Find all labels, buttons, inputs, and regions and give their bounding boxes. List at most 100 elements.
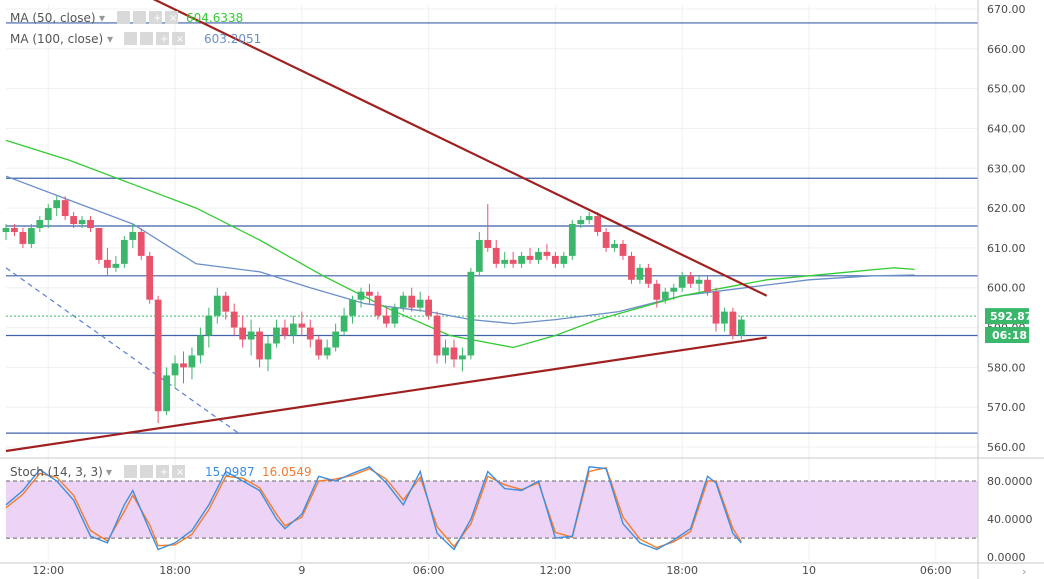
svg-text:›: › [1022, 565, 1026, 578]
candle-down [382, 315, 390, 324]
scroll-right-icon[interactable]: › [1022, 565, 1026, 578]
stoch-d-line [5, 466, 742, 549]
settings-icon[interactable] [124, 465, 137, 478]
candle-up [399, 295, 407, 308]
settings-icon[interactable] [124, 32, 137, 45]
candle-down [687, 275, 695, 284]
x-tick-label: 10 [802, 564, 816, 577]
x-tick-label: 06:00 [413, 564, 445, 577]
ma50-legend[interactable]: MA (50, close) ▾ + × 604.6338 [10, 11, 243, 25]
candle-up [323, 347, 331, 356]
candle-down [374, 295, 382, 316]
svg-text:+: + [160, 467, 168, 478]
candle-down [594, 216, 602, 232]
close-icon[interactable] [172, 465, 185, 478]
chevron-down-icon[interactable]: ▾ [107, 32, 113, 46]
svg-text:+: + [160, 34, 168, 45]
candle-up [289, 323, 297, 336]
candle-down [298, 323, 306, 328]
chevron-down-icon[interactable]: ▾ [106, 465, 112, 479]
y-tick-label: 630.00 [987, 162, 1026, 175]
candle-up [670, 287, 678, 292]
dashed-annotation-line [5, 267, 239, 434]
candle-down [154, 299, 162, 412]
svg-text:×: × [169, 13, 177, 24]
y-tick-label: 650.00 [987, 83, 1026, 96]
candle-down [239, 327, 247, 340]
candle-down [222, 295, 230, 312]
plus-icon[interactable] [149, 11, 162, 24]
candle-down [729, 311, 737, 336]
candle-up [129, 231, 137, 240]
candle-up [357, 291, 365, 300]
candle-up [475, 239, 483, 272]
x-tick-label: 12:00 [540, 564, 572, 577]
ma100-legend[interactable]: MA (100, close) ▾ + × 603.2051 [10, 32, 261, 46]
candle-down [492, 247, 500, 264]
gear-icon[interactable] [140, 32, 153, 45]
candle-up [518, 255, 525, 264]
candle-up [264, 343, 272, 360]
stoch-k-value: 15.0987 [205, 465, 255, 479]
candle-down [552, 255, 559, 264]
gear-icon[interactable] [140, 465, 153, 478]
close-icon[interactable] [165, 11, 178, 24]
x-tick-label: 06:00 [920, 564, 952, 577]
y-tick-label: 600.00 [987, 282, 1026, 295]
candle-up [163, 375, 170, 412]
candle-up [332, 331, 340, 348]
candle-up [636, 267, 644, 280]
candle-down [104, 259, 111, 268]
candle-up [661, 291, 669, 300]
candle-down [653, 283, 661, 300]
candle-up [273, 327, 280, 344]
settings-icon[interactable] [117, 11, 130, 24]
candle-up [737, 319, 745, 336]
candle-down [61, 200, 69, 217]
candle-up [416, 299, 424, 308]
stoch-label: Stoch (14, 3, 3) [10, 465, 103, 479]
candle-down [509, 259, 517, 264]
candle-up [197, 335, 204, 356]
ma100-value: 603.2051 [204, 32, 261, 46]
x-tick-label: 18:00 [159, 564, 191, 577]
candle-up [44, 208, 52, 221]
candle-down [366, 291, 373, 296]
trendline [5, 336, 767, 453]
y-tick-label: 640.00 [987, 122, 1026, 135]
stochastic-pane[interactable] [5, 465, 978, 551]
candle-up [36, 220, 44, 229]
trendline [152, 0, 768, 297]
candle-up [27, 228, 35, 244]
plus-icon[interactable] [156, 465, 169, 478]
candle-down [543, 251, 551, 256]
plus-icon[interactable] [156, 32, 169, 45]
candle-down [602, 231, 610, 248]
gear-icon[interactable] [133, 11, 146, 24]
x-tick-label: 9 [298, 564, 305, 577]
candle-up [205, 315, 213, 336]
countdown-label: 06:18 [992, 329, 1027, 342]
svg-text:×: × [176, 467, 184, 478]
candle-up [459, 355, 466, 360]
chevron-down-icon[interactable]: ▾ [99, 11, 105, 25]
candle-up [442, 347, 449, 356]
candle-up [501, 259, 509, 264]
stoch-legend[interactable]: Stoch (14, 3, 3) ▾ + × 15.0987 16.0549 [10, 465, 312, 479]
x-tick-label: 18:00 [666, 564, 698, 577]
ma50-value: 604.6338 [186, 11, 243, 25]
candle-down [137, 231, 145, 256]
candle-up [349, 299, 356, 316]
candle-down [315, 339, 323, 356]
candle-down [180, 363, 187, 368]
candle-down [95, 228, 103, 260]
candle-down [19, 231, 27, 244]
close-icon[interactable] [172, 32, 185, 45]
candle-down [704, 279, 711, 292]
svg-text:×: × [176, 34, 184, 45]
stoch-band [6, 481, 978, 539]
main-price-pane[interactable] [2, 0, 978, 560]
y-tick-label: 580.00 [987, 361, 1026, 374]
candle-down [425, 299, 432, 316]
candle-up [2, 228, 10, 232]
